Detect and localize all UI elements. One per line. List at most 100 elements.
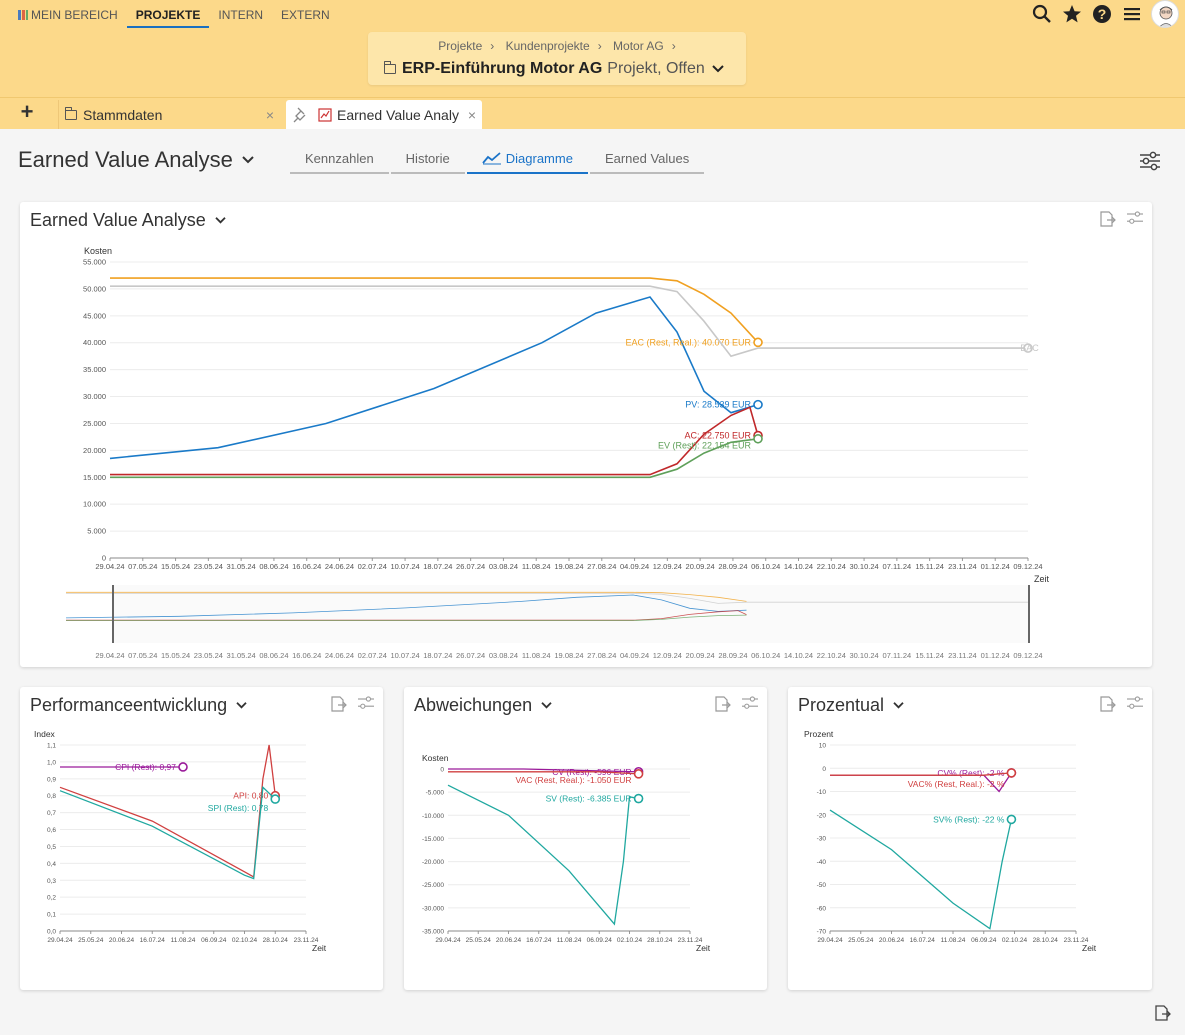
card-title[interactable]: Performanceentwicklung [30, 695, 248, 716]
x-tick-label: 02.10.24 [1002, 937, 1028, 944]
y-tick-label: 0,6 [47, 827, 56, 834]
export-icon[interactable] [1153, 1004, 1171, 1027]
x-tick-label: 02.10.24 [232, 937, 258, 944]
navigator-tick-label: 06.10.24 [751, 651, 780, 660]
navigator-tick-label: 12.09.24 [653, 651, 682, 660]
y-tick-label: 0,1 [47, 912, 56, 919]
x-tick-label: 02.10.24 [617, 937, 643, 944]
help-icon[interactable]: ? [1091, 3, 1113, 25]
data-label: AC: 22.750 EUR [684, 431, 751, 441]
tab-kennzahlen[interactable]: Kennzahlen [290, 147, 389, 174]
x-tick-label: 29.04.24 [47, 937, 73, 944]
x-tick-label: 07.05.24 [128, 562, 157, 571]
navigator-tick-label: 04.09.24 [620, 651, 649, 660]
settings-sliders-icon[interactable] [1126, 210, 1144, 233]
x-tick-label: 28.10.24 [647, 937, 673, 944]
y-tick-label: 0,2 [47, 895, 56, 902]
chevron-down-icon [893, 702, 904, 709]
navigator-tick-label: 29.04.24 [95, 651, 124, 660]
y-tick-label: -60 [817, 905, 827, 912]
settings-sliders-icon[interactable] [1139, 151, 1161, 176]
series-line-eac [110, 277, 759, 343]
deviation-chart-card: Abweichungen 0 -5.000 -10.000 -15.000 -20.00… [404, 687, 767, 990]
y-tick-label: -40 [817, 859, 827, 866]
navigator-tick-label: 31.05.24 [227, 651, 256, 660]
navigator-tick-label: 09.12.24 [1013, 651, 1042, 660]
navigator-tick-label: 01.12.24 [981, 651, 1010, 660]
series-line-ev [110, 438, 759, 479]
nav-mein-bereich[interactable]: MEIN BEREICH [18, 8, 127, 28]
series-endpoint-spi [1006, 814, 1017, 825]
x-axis-title: Zeit [696, 943, 711, 953]
navigator-tick-label: 24.06.24 [325, 651, 354, 660]
nav-intern[interactable]: INTERN [218, 8, 264, 22]
nav-extern[interactable]: EXTERN [281, 8, 330, 22]
data-label: CPI (Rest): 0,97 [115, 762, 176, 772]
series-line-spi [59, 785, 276, 880]
performance-chart-card: Performanceentwicklung 1,1 1,0 0,9 0,8 0,7 0,… [20, 687, 383, 990]
settings-sliders-icon[interactable] [1126, 695, 1144, 718]
y-tick-label: 0,4 [47, 861, 56, 868]
percentage-chart-card: Prozentual 10 0 -10 -20 -30 -40 -50 -60 -70 29.04… [788, 687, 1152, 990]
add-tab-button[interactable]: + [20, 99, 34, 124]
export-icon[interactable] [713, 695, 731, 718]
tab-stammdaten[interactable]: Stammdaten × [58, 100, 280, 130]
export-icon[interactable] [1098, 695, 1116, 718]
tab-historie[interactable]: Historie [390, 147, 465, 174]
x-tick-label: 23.11.24 [1064, 937, 1089, 944]
x-tick-label: 29.04.24 [817, 937, 843, 944]
y-tick-label: 0,7 [47, 810, 56, 817]
export-icon[interactable] [1098, 210, 1116, 233]
search-icon[interactable] [1031, 3, 1053, 25]
avatar[interactable] [1151, 0, 1179, 28]
navigator-tick-label: 16.06.24 [292, 651, 321, 660]
x-axis-title: Zeit [312, 943, 327, 953]
navigator-tick-label: 11.08.24 [522, 651, 551, 660]
close-icon[interactable]: × [265, 107, 274, 123]
tab-earned-value[interactable]: Earned Value Analy × [286, 100, 482, 130]
project-title[interactable]: ERP-Einführung Motor AG Projekt, Offen [384, 60, 725, 78]
breadcrumb-motor-ag[interactable]: Motor AG [613, 39, 664, 53]
folder-icon [384, 61, 396, 74]
y-axis-title: Prozent [804, 729, 834, 739]
close-icon[interactable]: × [467, 107, 476, 123]
x-tick-label: 27.08.24 [587, 562, 616, 571]
y-tick-label: 10 [819, 743, 827, 750]
series-line-api [448, 771, 639, 775]
y-tick-label: 0 [822, 766, 826, 773]
settings-sliders-icon[interactable] [741, 695, 759, 718]
y-tick-label: 0 [102, 554, 106, 563]
tab-earned-values[interactable]: Earned Values [589, 147, 705, 174]
navigator-tick-label: 19.08.24 [554, 651, 583, 660]
y-tick-label: 0 [440, 767, 444, 774]
card-title[interactable]: Abweichungen [414, 695, 553, 716]
breadcrumb-kundenprojekte[interactable]: Kundenprojekte [505, 39, 590, 53]
x-tick-label: 16.07.24 [910, 937, 936, 944]
x-tick-label: 01.12.24 [981, 562, 1010, 571]
navigator-line-bac [66, 593, 1030, 604]
svg-text:?: ? [1098, 6, 1107, 22]
y-tick-label: 0,9 [47, 776, 56, 783]
star-icon[interactable] [1061, 3, 1083, 25]
export-icon[interactable] [329, 695, 347, 718]
pin-icon[interactable] [292, 106, 310, 124]
x-tick-label: 10.07.24 [390, 562, 419, 571]
card-title[interactable]: Prozentual [798, 695, 905, 716]
page-title[interactable]: Earned Value Analyse [18, 147, 255, 173]
menu-icon[interactable] [1121, 3, 1143, 25]
tab-diagramme[interactable]: Diagramme [466, 147, 588, 174]
folder-icon [65, 107, 77, 120]
y-tick-label: -70 [817, 929, 827, 936]
y-tick-label: -15.000 [422, 836, 444, 843]
nav-projekte[interactable]: PROJEKTE [126, 8, 210, 28]
x-tick-label: 03.08.24 [489, 562, 518, 571]
chart-doc-icon [318, 108, 332, 122]
data-label: EV (Rest): 22.154 EUR [658, 440, 752, 450]
x-tick-label: 31.05.24 [227, 562, 256, 571]
navigator-handle-right [1028, 585, 1030, 643]
navigator-tick-label: 28.09.24 [718, 651, 747, 660]
card-title[interactable]: Earned Value Analyse [30, 210, 227, 231]
settings-sliders-icon[interactable] [357, 695, 375, 718]
breadcrumb-projekte[interactable]: Projekte [438, 39, 483, 53]
breadcrumb: Projekte › Kundenprojekte › Motor AG › [438, 39, 676, 53]
